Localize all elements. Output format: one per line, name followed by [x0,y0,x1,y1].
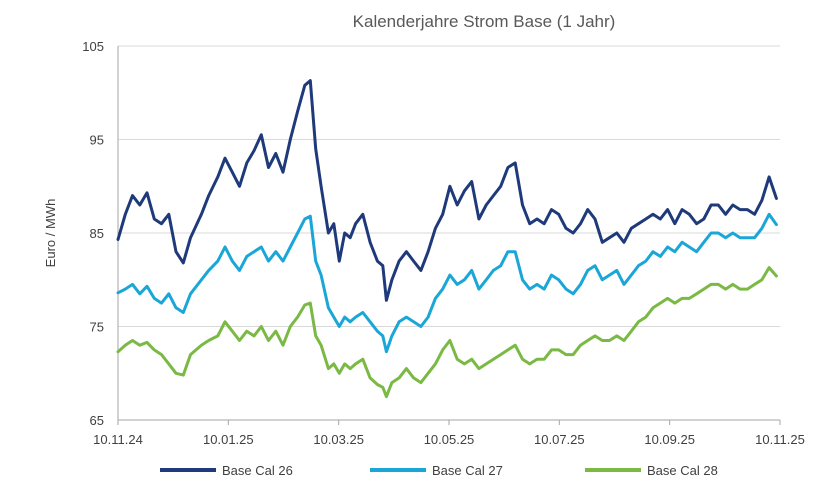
legend-label: Base Cal 28 [647,463,718,478]
series-line-1 [116,79,778,302]
legend: Base Cal 26 Base Cal 27 Base Cal 28 [160,463,718,478]
axes [117,46,781,425]
x-tick-label: 10.03.25 [313,432,364,447]
x-tick-label: 10.11.25 [755,432,805,447]
y-axis-title: Euro / MWh [43,199,58,268]
series-lines [116,79,778,399]
series-line-3 [116,266,778,399]
y-tick-label: 65 [90,413,104,428]
x-tick-label: 10.09.25 [644,432,695,447]
gridlines [118,45,780,327]
y-tick-label: 95 [90,133,104,148]
x-tick-label: 10.05.25 [424,432,475,447]
legend-label: Base Cal 26 [222,463,293,478]
y-tick-labels: 65 75 85 95 105 [82,39,104,428]
chart-title: Kalenderjahre Strom Base (1 Jahr) [353,12,616,31]
legend-label: Base Cal 27 [432,463,503,478]
x-tick-label: 10.07.25 [534,432,585,447]
x-tick-labels: 10.11.24 10.01.25 10.03.25 10.05.25 10.07.25… [93,432,805,447]
y-tick-label: 85 [90,226,104,241]
x-tick-label: 10.01.25 [203,432,254,447]
y-tick-label: 75 [90,320,104,335]
x-tick-label: 10.11.24 [93,432,143,447]
series-line-2 [116,212,778,354]
y-tick-label: 105 [82,39,104,54]
